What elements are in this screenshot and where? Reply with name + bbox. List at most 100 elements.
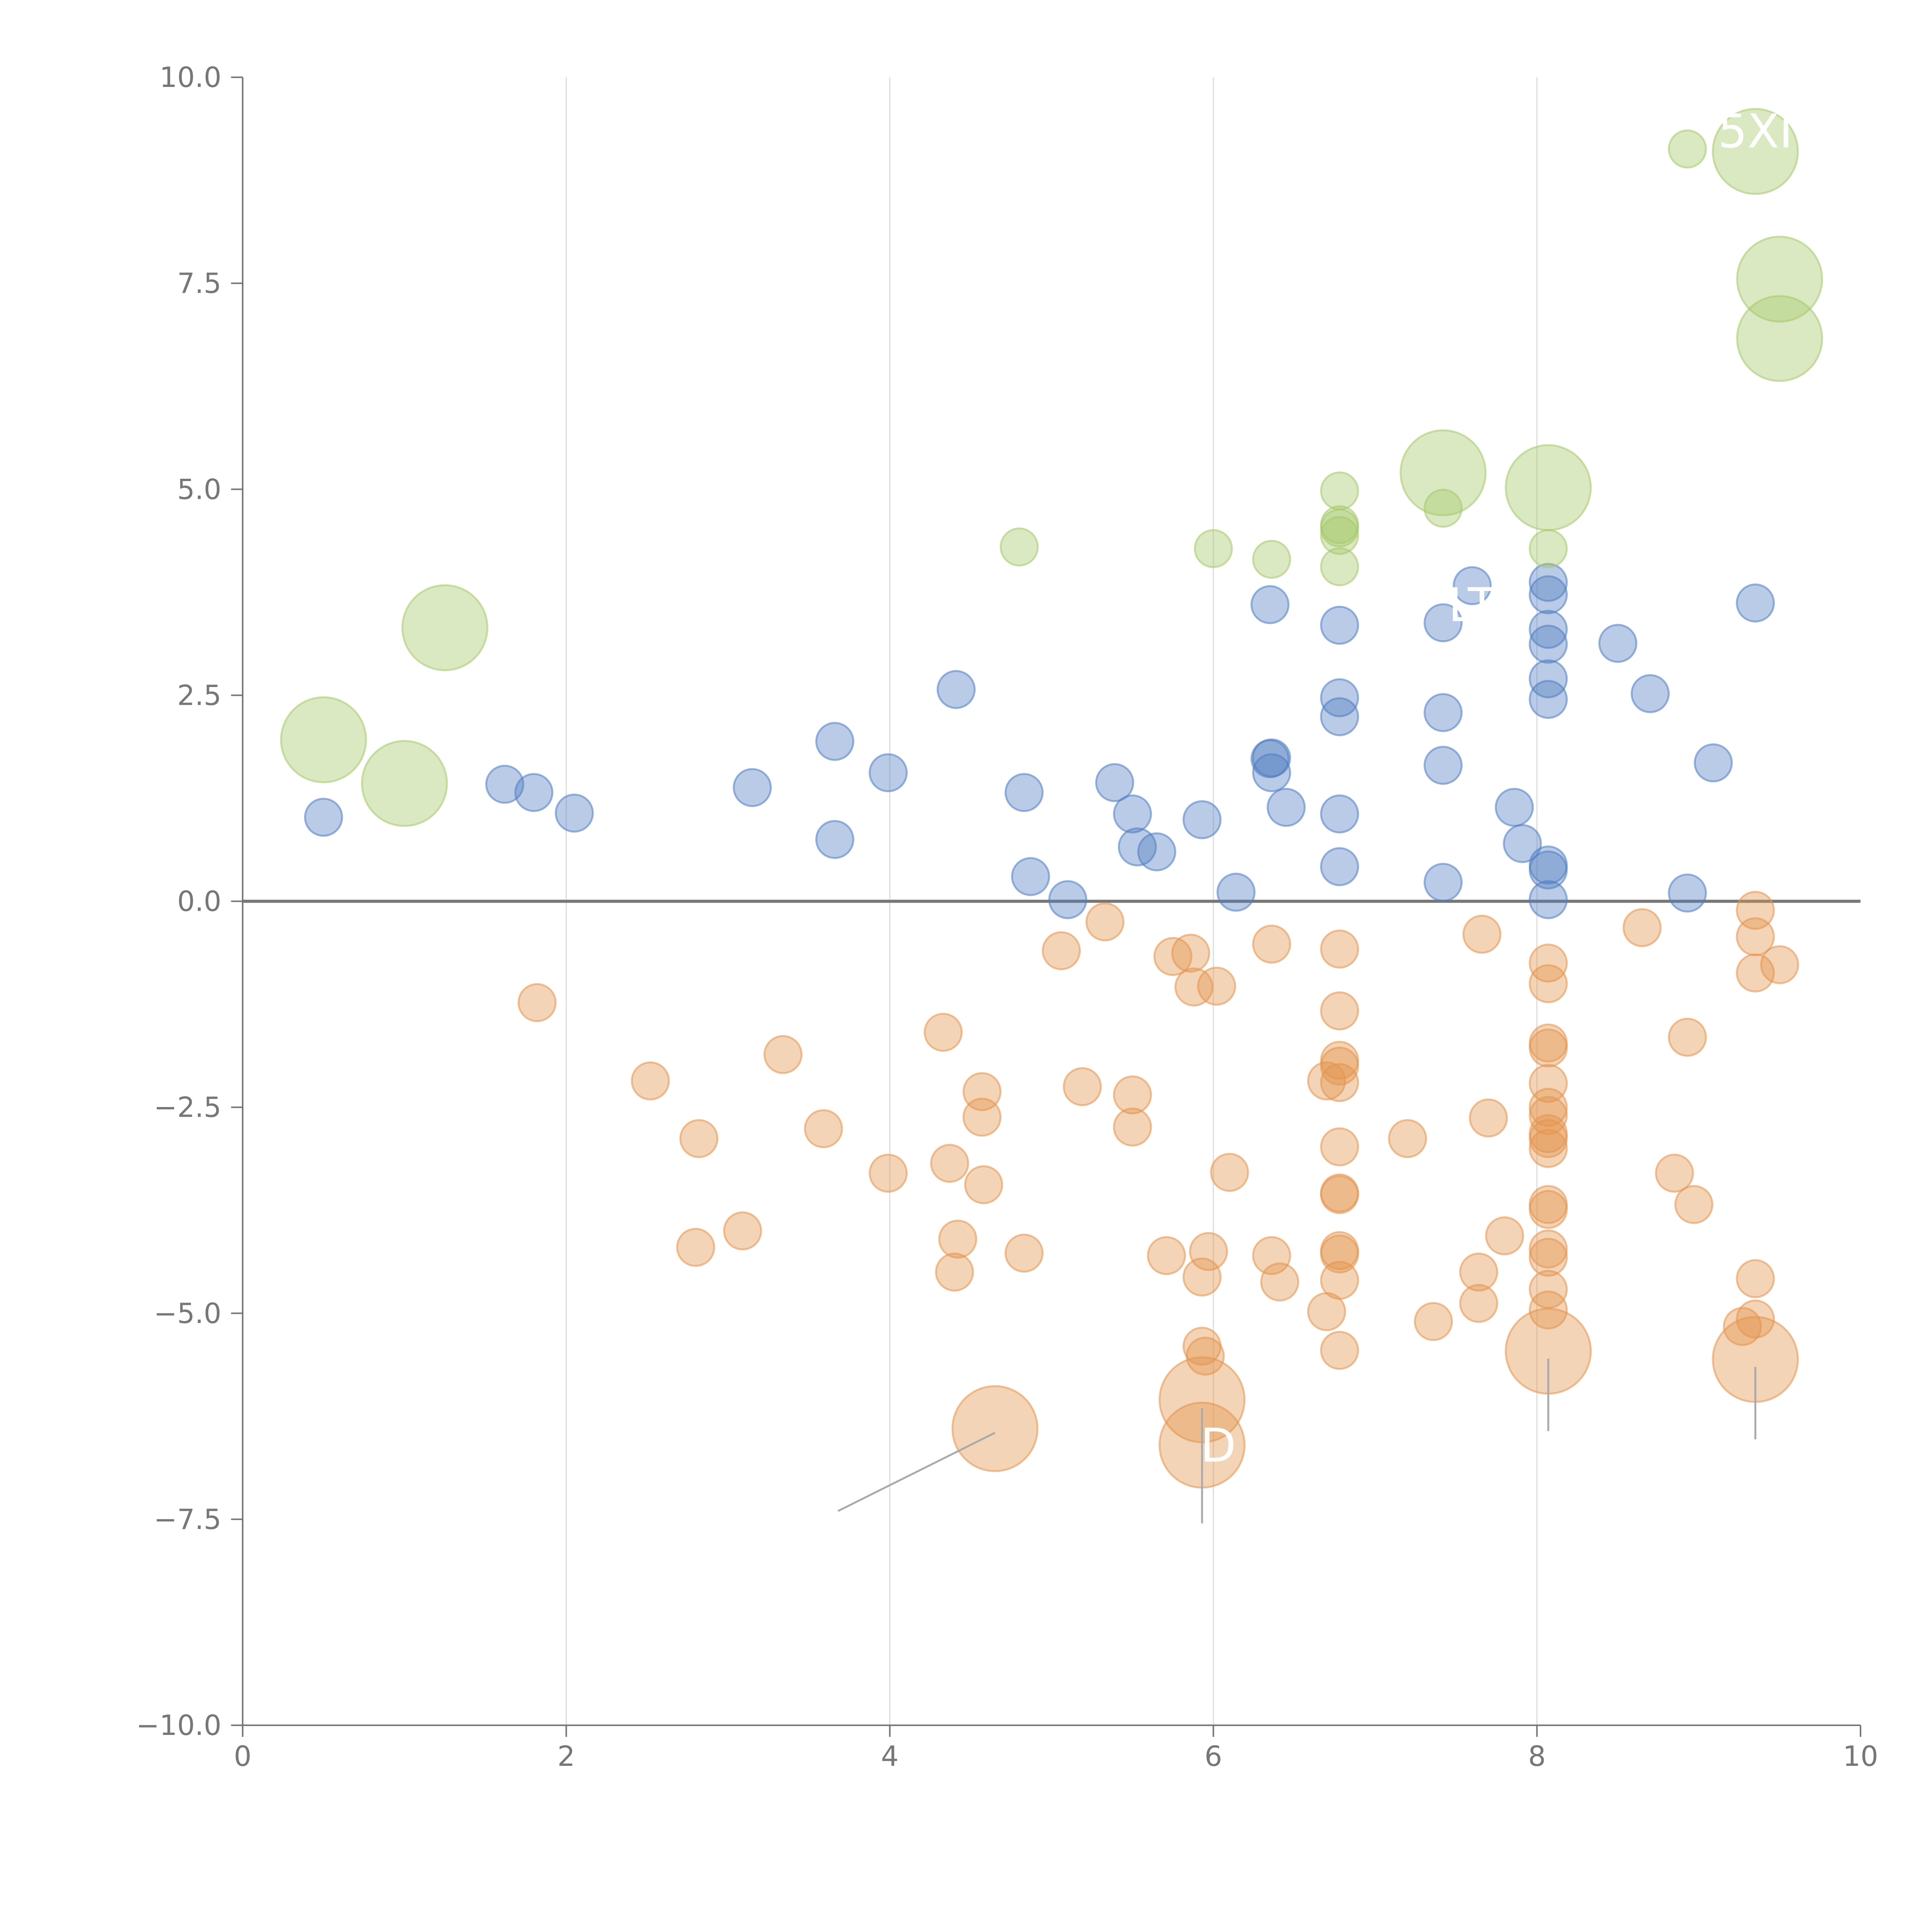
positive-point (1529, 624, 1568, 664)
negative-point (935, 1252, 974, 1292)
negative-point (1085, 902, 1125, 942)
positive-point (304, 798, 343, 837)
highlight-large-bubble (1400, 429, 1487, 517)
positive-point (1529, 850, 1568, 889)
point-layer (280, 108, 1823, 1489)
positive-point (514, 773, 554, 812)
point-label: 5XI (1718, 105, 1793, 158)
negative-point (631, 1061, 670, 1100)
negative-point (1736, 953, 1775, 993)
highlight-point (1252, 540, 1291, 579)
y-tick-label: 0.0 (177, 885, 221, 918)
negative-point (1459, 1284, 1498, 1323)
negative-point (938, 1219, 978, 1259)
negative-point (1197, 966, 1236, 1006)
positive-point (1252, 738, 1291, 777)
positive-point (1095, 763, 1134, 802)
negative-point (923, 1013, 963, 1052)
positive-point (936, 670, 976, 709)
positive-point (1320, 794, 1359, 833)
positive-point (1320, 847, 1359, 886)
highlight-large-bubble (401, 584, 488, 672)
positive-point (815, 722, 854, 761)
highlight-large-bubble (1736, 235, 1823, 323)
y-tick-label: 2.5 (177, 679, 221, 711)
positive-point (1423, 862, 1463, 902)
annotation-layer: 5XI LT D (837, 105, 1793, 1524)
positive-point (1736, 583, 1775, 623)
negative-point (1320, 991, 1359, 1031)
highlight-large-bubble (1736, 295, 1823, 382)
negative-point (1185, 1337, 1225, 1376)
negative-point (676, 1228, 715, 1267)
negative-point (1320, 1046, 1359, 1086)
positive-point (815, 820, 854, 859)
negative-point (1529, 943, 1568, 983)
positive-point (1668, 873, 1707, 913)
positive-point (1216, 872, 1256, 912)
x-tick-label: 2 (557, 1740, 575, 1772)
negative-point (1189, 1232, 1228, 1271)
positive-point (1320, 697, 1359, 736)
positive-point (1631, 674, 1670, 713)
negative-point (1171, 934, 1211, 973)
positive-point (1529, 563, 1568, 602)
highlight-point (1668, 129, 1707, 169)
positive-point (554, 793, 594, 833)
negative-point (1260, 1262, 1299, 1302)
highlight-large-bubble (361, 740, 448, 827)
negative-point (1529, 1190, 1568, 1229)
negative-point (1622, 908, 1662, 947)
negative-point (723, 1211, 762, 1250)
negative-point (869, 1153, 908, 1193)
positive-point (1267, 787, 1306, 827)
highlight-point (1529, 529, 1568, 568)
positive-point (1423, 603, 1463, 643)
highlight-large-bubble (280, 696, 367, 784)
highlight-point (1000, 527, 1039, 567)
positive-point (1004, 773, 1044, 812)
positive-point (1320, 605, 1359, 645)
positive-point (1250, 585, 1290, 624)
negative-point (1320, 1175, 1359, 1214)
negative-point (1462, 915, 1502, 954)
x-tick-label: 8 (1528, 1740, 1546, 1772)
y-tick-label: −5.0 (154, 1297, 221, 1330)
positive-point (1048, 880, 1087, 919)
positive-point (1495, 787, 1534, 827)
negative-point (1252, 1236, 1291, 1275)
negative-point (1004, 1233, 1044, 1273)
negative-point (1388, 1119, 1427, 1158)
negative-point (1529, 1229, 1568, 1269)
negative-point (930, 1144, 969, 1183)
negative-point (1485, 1216, 1524, 1255)
negative-point (804, 1109, 843, 1148)
highlight-point (1320, 516, 1359, 555)
positive-point (1529, 610, 1568, 649)
negative-point (1529, 1064, 1568, 1103)
negative-point (1320, 1127, 1359, 1167)
negative-large-bubble (951, 1385, 1039, 1472)
y-tick-label: 10.0 (160, 61, 221, 94)
negative-point (1113, 1107, 1152, 1147)
positive-point (1529, 575, 1568, 614)
y-tick-label: 7.5 (177, 267, 221, 299)
positive-point (1529, 880, 1568, 919)
negative-point (1529, 1028, 1568, 1068)
positive-point (1423, 693, 1463, 732)
positive-point (1117, 827, 1157, 867)
highlight-point (1320, 547, 1359, 587)
negative-point (1459, 1252, 1498, 1292)
negative-point (1736, 1299, 1775, 1339)
negative-point (1674, 1185, 1714, 1224)
y-tick-label: −2.5 (154, 1091, 221, 1124)
leader-line-0 (837, 1432, 996, 1512)
negative-point (1736, 1259, 1775, 1298)
positive-point (1137, 832, 1177, 872)
negative-point (1529, 1238, 1568, 1277)
positive-point (1182, 800, 1222, 839)
positive-point (1423, 746, 1463, 785)
negative-point (1063, 1067, 1102, 1106)
positive-point (485, 765, 524, 804)
